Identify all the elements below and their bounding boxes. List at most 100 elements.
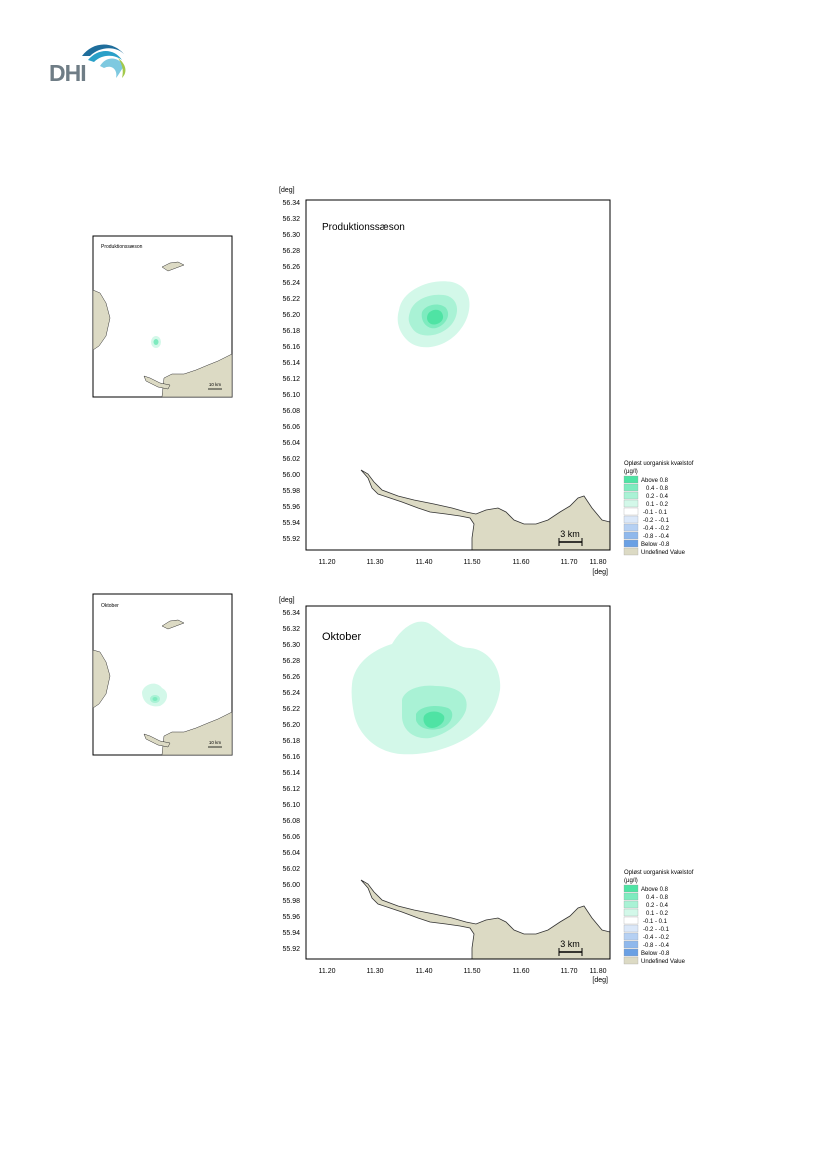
inset-land-west [92, 649, 111, 709]
legend-item-label: -0.8 - -0.4 [643, 943, 670, 949]
legend-item-label: Below -0.8 [641, 542, 670, 548]
legend-item-label: 0.2 - 0.4 [646, 494, 669, 500]
y-tick-label: 56.02 [282, 866, 300, 873]
y-tick-label: 56.04 [282, 850, 300, 857]
legend-item-label: Above 0.8 [641, 478, 669, 484]
y-tick-label: 55.96 [282, 914, 300, 921]
y-tick-label: 56.30 [282, 642, 300, 649]
x-tick-label: 11.60 [513, 559, 530, 566]
y-tick-label: 56.22 [282, 706, 300, 713]
y-tick-label: 56.02 [282, 456, 300, 463]
y-tick-label: 56.12 [282, 376, 300, 383]
y-axis-unit: [deg] [279, 597, 295, 604]
scalebar-label: 3 km [560, 529, 580, 539]
inset-land-island [161, 619, 185, 630]
x-axis: 11.20 11.30 11.40 11.50 11.60 11.70 11.8… [319, 559, 609, 576]
y-tick-label: 55.92 [282, 946, 300, 953]
x-tick-label: 11.60 [513, 968, 530, 975]
legend-item-label: Above 0.8 [641, 887, 669, 893]
legend-item-label: -0.4 - -0.2 [643, 935, 670, 941]
map-title: Produktionssæson [322, 222, 405, 233]
y-tick-label: 56.18 [282, 738, 300, 745]
y-tick-label: 56.16 [282, 344, 300, 351]
inset-land-island [161, 261, 185, 272]
coastline-land [360, 879, 610, 959]
legend-item-label: Undefined Value [641, 550, 686, 556]
x-tick-label: 11.70 [561, 968, 578, 975]
x-tick-label: 11.30 [367, 968, 384, 975]
y-tick-label: 56.12 [282, 786, 300, 793]
x-tick-label: 11.80 [590, 559, 607, 566]
legend-unit: (µg/l) [624, 469, 638, 475]
inset-map: 10 km Produktionssæson [92, 235, 233, 398]
y-tick-label: 56.34 [282, 200, 300, 207]
y-tick-label: 55.96 [282, 504, 300, 511]
main-map-frame [305, 199, 611, 551]
y-axis-unit: [deg] [279, 187, 295, 194]
legend-item-label: 0.2 - 0.4 [646, 903, 669, 909]
y-tick-label: 56.20 [282, 312, 300, 319]
map-title: Oktober [322, 631, 361, 643]
legend-item-label: 0.1 - 0.2 [646, 911, 669, 917]
dhi-logo-text: DHI [49, 60, 87, 86]
map-panel-svg: 10 km Oktober [deg] Oktober 3 km 56.34 [92, 593, 694, 984]
legend-item-label: -0.4 - -0.2 [643, 526, 670, 532]
legend: Opløst uorganisk kvælstof (µg/l) Above 0… [623, 461, 694, 556]
legend-item-label: 0.4 - 0.8 [646, 486, 669, 492]
y-tick-label: 55.98 [282, 488, 300, 495]
map-panel-oktober: 10 km Oktober [deg] Oktober 3 km 56.34 [0, 588, 827, 988]
y-tick-label: 55.92 [282, 536, 300, 543]
y-tick-label: 56.20 [282, 722, 300, 729]
y-tick-label: 56.06 [282, 424, 300, 431]
inset-scalebar-label: 10 km [209, 740, 222, 745]
dhi-logo-waves-icon [82, 44, 126, 78]
legend-item-label: 0.4 - 0.8 [646, 895, 669, 901]
y-tick-label: 56.34 [282, 610, 300, 617]
legend-item-label: -0.1 - 0.1 [643, 919, 668, 925]
concentration-plume [351, 621, 501, 755]
legend-item-label: -0.1 - 0.1 [643, 510, 668, 516]
map-panel-produktionssaeson: 10 km Produktionssæson [deg] Produktions… [0, 178, 827, 578]
x-axis: 11.20 11.30 11.40 11.50 11.60 11.70 11.8… [319, 968, 609, 984]
x-tick-label: 11.40 [416, 559, 433, 566]
y-axis: 56.34 56.32 56.30 56.28 56.26 56.24 56.2… [282, 200, 300, 543]
x-tick-label: 11.30 [367, 559, 384, 566]
y-tick-label: 55.94 [282, 930, 300, 937]
y-tick-label: 56.30 [282, 232, 300, 239]
legend-item-label: -0.2 - -0.1 [643, 927, 670, 933]
dhi-logo: DHI [48, 36, 128, 86]
y-tick-label: 56.10 [282, 392, 300, 399]
y-tick-label: 56.28 [282, 658, 300, 665]
x-tick-label: 11.50 [464, 968, 481, 975]
y-tick-label: 56.24 [282, 280, 300, 287]
y-tick-label: 56.18 [282, 328, 300, 335]
y-axis: 56.34 56.32 56.30 56.28 56.26 56.24 56.2… [282, 610, 300, 953]
legend-item-label: -0.2 - -0.1 [643, 518, 670, 524]
legend-title: Opløst uorganisk kvælstof [624, 870, 694, 876]
main-map-frame [305, 605, 611, 960]
scalebar: 3 km [558, 939, 583, 956]
y-tick-label: 56.26 [282, 674, 300, 681]
y-tick-label: 56.22 [282, 296, 300, 303]
map-panel-svg: 10 km Produktionssæson [deg] Produktions… [92, 187, 694, 576]
y-tick-label: 56.14 [282, 360, 300, 367]
legend-item-label: Undefined Value [641, 959, 686, 965]
inset-title: Produktionssæson [101, 244, 143, 250]
y-tick-label: 55.98 [282, 898, 300, 905]
y-tick-label: 56.06 [282, 834, 300, 841]
legend-item-label: Below -0.8 [641, 951, 670, 957]
inset-land-south [161, 353, 233, 398]
inset-land-west [92, 289, 111, 351]
scalebar-label: 3 km [560, 939, 580, 949]
y-tick-label: 56.00 [282, 882, 300, 889]
y-tick-label: 56.14 [282, 770, 300, 777]
legend-item-label: -0.8 - -0.4 [643, 534, 670, 540]
x-tick-label: 11.80 [590, 968, 607, 975]
legend: Opløst uorganisk kvælstof (µg/l) Above 0… [623, 870, 694, 965]
x-tick-label: 11.20 [319, 559, 336, 566]
legend-unit: (µg/l) [624, 878, 638, 884]
x-tick-label: 11.20 [319, 968, 336, 975]
y-tick-label: 56.04 [282, 440, 300, 447]
y-tick-label: 56.08 [282, 818, 300, 825]
y-tick-label: 56.08 [282, 408, 300, 415]
